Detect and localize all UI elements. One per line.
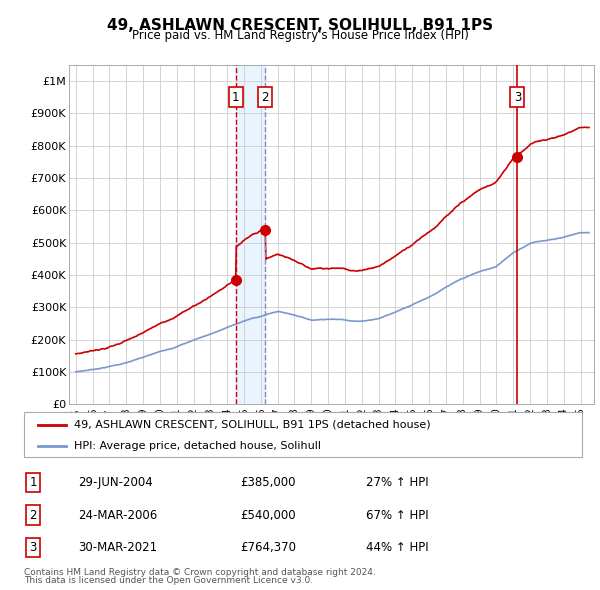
Text: 49, ASHLAWN CRESCENT, SOLIHULL, B91 1PS: 49, ASHLAWN CRESCENT, SOLIHULL, B91 1PS	[107, 18, 493, 32]
Bar	[236, 65, 265, 404]
Text: Price paid vs. HM Land Registry's House Price Index (HPI): Price paid vs. HM Land Registry's House …	[131, 30, 469, 42]
Text: Contains HM Land Registry data © Crown copyright and database right 2024.: Contains HM Land Registry data © Crown c…	[24, 568, 376, 577]
Text: 29-JUN-2004: 29-JUN-2004	[78, 476, 153, 489]
Text: 44% ↑ HPI: 44% ↑ HPI	[366, 541, 428, 554]
Text: £385,000: £385,000	[240, 476, 296, 489]
Text: 67% ↑ HPI: 67% ↑ HPI	[366, 509, 428, 522]
Text: 2: 2	[261, 91, 269, 104]
FancyBboxPatch shape	[24, 412, 582, 457]
Text: £764,370: £764,370	[240, 541, 296, 554]
Text: 27% ↑ HPI: 27% ↑ HPI	[366, 476, 428, 489]
Text: 3: 3	[514, 91, 521, 104]
Text: £540,000: £540,000	[240, 509, 296, 522]
Text: 2: 2	[29, 509, 37, 522]
Text: 1: 1	[232, 91, 239, 104]
Text: HPI: Average price, detached house, Solihull: HPI: Average price, detached house, Soli…	[74, 441, 321, 451]
Text: 30-MAR-2021: 30-MAR-2021	[78, 541, 157, 554]
Text: 49, ASHLAWN CRESCENT, SOLIHULL, B91 1PS (detached house): 49, ASHLAWN CRESCENT, SOLIHULL, B91 1PS …	[74, 419, 431, 430]
Text: 3: 3	[29, 541, 37, 554]
Text: This data is licensed under the Open Government Licence v3.0.: This data is licensed under the Open Gov…	[24, 576, 313, 585]
Text: 24-MAR-2006: 24-MAR-2006	[78, 509, 157, 522]
Text: 1: 1	[29, 476, 37, 489]
